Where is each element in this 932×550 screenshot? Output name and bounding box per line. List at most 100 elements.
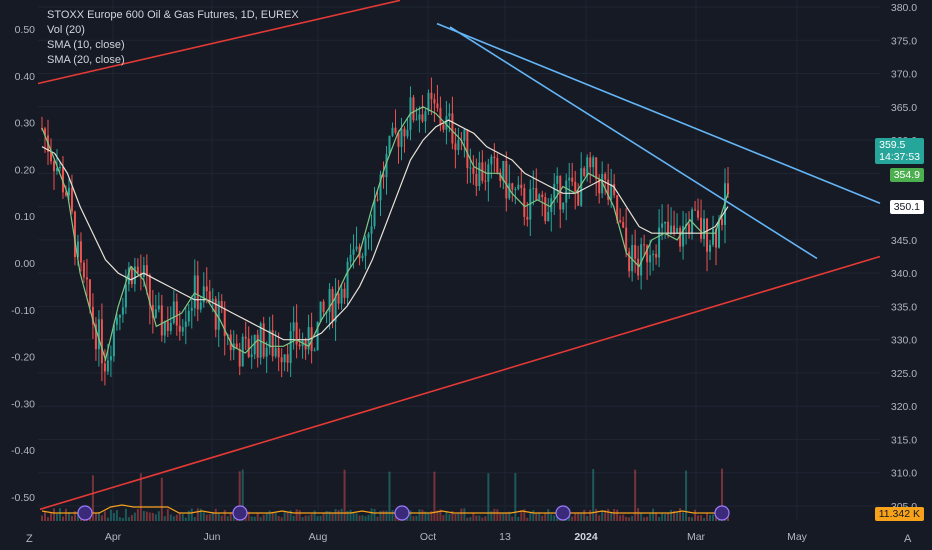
volume-bar: [313, 510, 316, 521]
volume-bar: [469, 517, 472, 521]
candle-body: [199, 302, 202, 310]
volume-bar: [52, 508, 55, 521]
volume-bar: [670, 509, 673, 521]
candle-body: [397, 132, 400, 147]
volume-bar: [613, 509, 616, 521]
time-tick-label: 13: [499, 531, 511, 543]
candle-body: [484, 180, 487, 182]
volume-bar: [508, 511, 511, 521]
candle-body: [418, 114, 421, 120]
volume-bar: [700, 515, 703, 521]
candle-body: [694, 209, 697, 211]
candle-body: [157, 305, 160, 310]
candle-body: [442, 124, 445, 130]
volume-bar: [454, 513, 457, 521]
candle-body: [670, 225, 673, 234]
candle-body: [508, 183, 511, 199]
volume-bar: [616, 509, 619, 521]
candle-body: [556, 175, 559, 184]
legend-sma10[interactable]: SMA (10, close): [47, 39, 125, 51]
candle-body: [661, 223, 664, 228]
volume-bar: [316, 516, 319, 521]
volume-bar: [391, 510, 394, 521]
candle-body: [193, 275, 196, 309]
candle-body: [448, 113, 451, 117]
volume-bar: [202, 512, 205, 521]
candle-body: [172, 301, 175, 323]
candle-body: [415, 119, 418, 121]
time-tick-label: Mar: [687, 531, 706, 543]
candle-body: [187, 310, 190, 322]
volume-bar: [532, 510, 535, 521]
candle-body: [472, 167, 475, 174]
volume-bar: [208, 514, 211, 521]
auto-scale-button[interactable]: A: [904, 533, 912, 545]
chart-title: STOXX Europe 600 Oil & Gas Futures, 1D, …: [47, 9, 299, 21]
volume-bar: [646, 516, 649, 521]
volume-bar: [676, 511, 679, 521]
candle-body: [553, 183, 556, 199]
volume-bar: [328, 511, 331, 521]
candle-body: [355, 246, 358, 250]
volume-bar: [388, 471, 391, 521]
time-axis[interactable]: Apr Jun Aug Oct 13 2024 Mar May: [105, 531, 808, 543]
candle-body: [379, 174, 382, 201]
candle-body: [457, 140, 460, 150]
volume-bar: [445, 511, 448, 521]
legend-volume[interactable]: Vol (20): [47, 24, 85, 36]
trendlines[interactable]: [37, 0, 881, 511]
candle-body: [277, 347, 280, 358]
volume-bar: [448, 513, 451, 521]
volume-bar: [439, 509, 442, 521]
candle-body: [697, 210, 700, 218]
candle-body: [577, 191, 580, 206]
price-tick-label: 370.0: [891, 69, 917, 81]
volume-bar: [385, 510, 388, 521]
candle-body: [664, 221, 667, 224]
last-price-tag: 359.5 14:37:53: [875, 138, 924, 164]
candle-body: [106, 360, 109, 372]
candle-body: [175, 301, 178, 326]
candle-body: [640, 244, 643, 276]
candle-body: [346, 261, 349, 298]
volume-bar: [364, 516, 367, 521]
volume-bar: [64, 508, 67, 521]
legend-sma20[interactable]: SMA (20, close): [47, 54, 125, 66]
candle-body: [391, 127, 394, 136]
candle-body: [274, 347, 277, 357]
volume-bar: [592, 469, 595, 521]
volume-bars: [41, 468, 730, 521]
candle-body: [727, 183, 729, 195]
volume-bar: [430, 511, 433, 521]
volume-bar: [691, 517, 694, 521]
candle-body: [298, 344, 301, 347]
candle-body: [706, 218, 709, 252]
candle-body: [370, 226, 373, 234]
event-marker: [555, 505, 571, 521]
volume-bar: [304, 515, 307, 521]
sma10-price-tag: 354.9: [889, 168, 924, 182]
candle-body: [643, 244, 646, 246]
timezone-z-button[interactable]: Z: [26, 533, 33, 545]
candle-body: [247, 338, 250, 357]
volume-bar: [424, 511, 427, 521]
volume-bar: [631, 515, 634, 521]
volume-bar: [142, 510, 145, 521]
candle-body: [169, 322, 172, 332]
candle-body: [565, 180, 568, 203]
volume-bar: [196, 508, 199, 521]
volume-bar: [598, 515, 601, 521]
candle-body: [676, 227, 679, 233]
volume-bar: [250, 516, 253, 521]
candle-body: [394, 127, 397, 133]
volume-bar: [661, 513, 664, 521]
volume-bar: [136, 509, 139, 521]
volume-bar: [418, 509, 421, 521]
volume-bar: [442, 515, 445, 521]
left-tick-label: -0.30: [11, 398, 35, 410]
candle-body: [541, 194, 544, 198]
volume-bar: [409, 510, 412, 521]
candle-body: [637, 258, 640, 276]
volume-bar: [199, 508, 202, 521]
